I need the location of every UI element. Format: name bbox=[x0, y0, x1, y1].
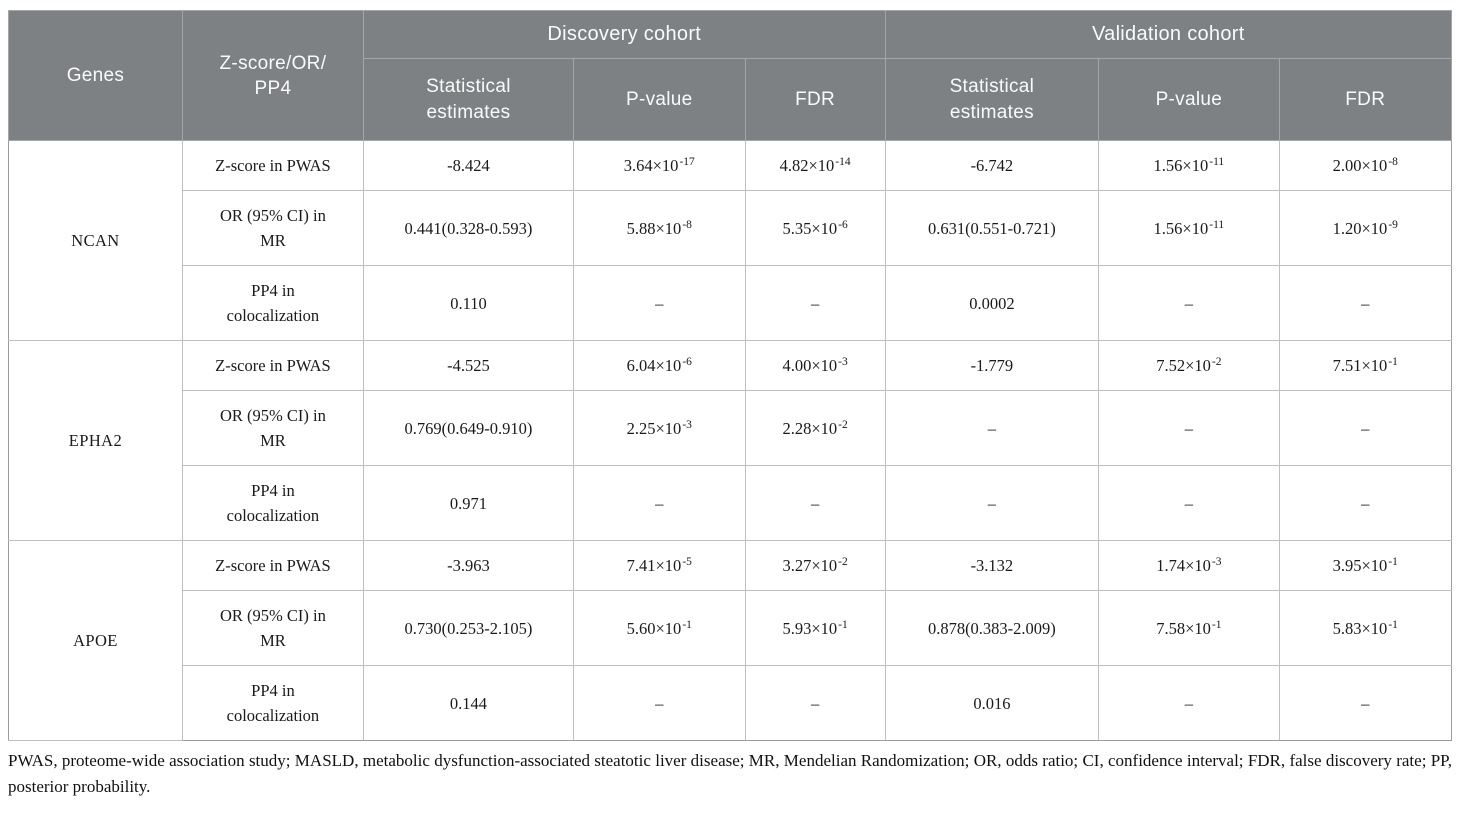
value-cell: 0.730(0.253-2.105) bbox=[362, 590, 574, 666]
value-cell: 0.110 bbox=[362, 265, 574, 341]
header-row-subcolumns: Statistical estimates P-value FDR Statis… bbox=[9, 58, 1453, 141]
value-cell: – bbox=[1278, 665, 1453, 741]
value-cell: 3.64×10-17 bbox=[572, 140, 746, 191]
table-body: NCAN Z-score in PWAS -8.424 3.64×10-17 4.82×… bbox=[8, 140, 1453, 741]
measure-label: Z-score in PWAS bbox=[181, 140, 364, 191]
value-cell: 7.51×10-1 bbox=[1278, 340, 1453, 391]
value-cell: 0.631(0.551-0.721) bbox=[884, 190, 1100, 266]
value-cell: 3.27×10-2 bbox=[744, 540, 886, 591]
value-cell: 0.769(0.649-0.910) bbox=[362, 390, 574, 466]
value-cell: – bbox=[572, 665, 746, 741]
table-row: PP4 in colocalization 0.110– –0.0002– – bbox=[9, 265, 1453, 341]
value-cell: – bbox=[1098, 265, 1280, 341]
value-cell: – bbox=[1278, 390, 1453, 466]
value-cell: 7.58×10-1 bbox=[1098, 590, 1280, 666]
value-cell: 2.00×10-8 bbox=[1278, 140, 1453, 191]
header-pvalue-discovery: P-value bbox=[572, 58, 746, 141]
value-cell: 5.83×10-1 bbox=[1278, 590, 1453, 666]
table-header: Genes Z-score/OR/ PP4 Discovery cohort V… bbox=[8, 10, 1453, 141]
value-cell: -8.424 bbox=[362, 140, 574, 191]
value-cell: – bbox=[1098, 390, 1280, 466]
value-cell: – bbox=[1278, 465, 1453, 541]
measure-label: PP4 in colocalization bbox=[181, 665, 364, 741]
value-cell: – bbox=[1278, 265, 1453, 341]
header-fdr-validation: FDR bbox=[1278, 58, 1453, 141]
value-cell: – bbox=[744, 465, 886, 541]
table-row: OR (95% CI) in MR 0.441(0.328-0.593) 5.88×… bbox=[9, 190, 1453, 266]
header-pvalue-validation: P-value bbox=[1098, 58, 1280, 141]
header-statistical-estimates-discovery: Statistical estimates bbox=[362, 58, 574, 141]
value-cell: – bbox=[884, 465, 1100, 541]
value-cell: 1.56×10-11 bbox=[1098, 190, 1280, 266]
value-cell: – bbox=[1098, 465, 1280, 541]
measure-label: Z-score in PWAS bbox=[181, 340, 364, 391]
value-cell: 4.00×10-3 bbox=[744, 340, 886, 391]
header-validation-cohort: Validation cohort bbox=[884, 10, 1453, 59]
value-cell: -4.525 bbox=[362, 340, 574, 391]
value-cell: -1.779 bbox=[884, 340, 1100, 391]
measure-label: OR (95% CI) in MR bbox=[181, 390, 364, 466]
value-cell: 0.878(0.383-2.009) bbox=[884, 590, 1100, 666]
value-cell: -3.963 bbox=[362, 540, 574, 591]
table-row: OR (95% CI) in MR 0.730(0.253-2.105) 5.60×… bbox=[9, 590, 1453, 666]
value-cell: 0.016 bbox=[884, 665, 1100, 741]
value-cell: -3.132 bbox=[884, 540, 1100, 591]
value-cell: – bbox=[1098, 665, 1280, 741]
table-row: PP4 in colocalization 0.971– – – – – bbox=[9, 465, 1453, 541]
header-measure: Z-score/OR/ PP4 bbox=[181, 10, 364, 141]
value-cell: 5.60×10-1 bbox=[572, 590, 746, 666]
value-cell: 0.441(0.328-0.593) bbox=[362, 190, 574, 266]
value-cell: 1.56×10-11 bbox=[1098, 140, 1280, 191]
table-row: EPHA2 Z-score in PWAS -4.525 6.04×10-6 4.00×… bbox=[8, 340, 1453, 541]
gene-name: EPHA2 bbox=[8, 340, 183, 541]
value-cell: – bbox=[572, 265, 746, 341]
header-genes: Genes bbox=[8, 10, 183, 141]
table-row: APOE Z-score in PWAS -3.963 7.41×10-5 3.27×1… bbox=[8, 540, 1453, 741]
value-cell: 7.52×10-2 bbox=[1098, 340, 1280, 391]
table-row: PP4 in colocalization 0.144– –0.016– – bbox=[9, 665, 1453, 741]
value-cell: 0.971 bbox=[362, 465, 574, 541]
header-fdr-discovery: FDR bbox=[744, 58, 886, 141]
value-cell: 2.28×10-2 bbox=[744, 390, 886, 466]
measure-label: PP4 in colocalization bbox=[181, 465, 364, 541]
value-cell: 3.95×10-1 bbox=[1278, 540, 1453, 591]
gene-name: APOE bbox=[8, 540, 183, 741]
value-cell: – bbox=[744, 265, 886, 341]
table-row: NCAN Z-score in PWAS -8.424 3.64×10-17 4.82×… bbox=[8, 140, 1453, 341]
value-cell: 1.20×10-9 bbox=[1278, 190, 1453, 266]
value-cell: 7.41×10-5 bbox=[572, 540, 746, 591]
value-cell: 2.25×10-3 bbox=[572, 390, 746, 466]
value-cell: 4.82×10-14 bbox=[744, 140, 886, 191]
results-table: Genes Z-score/OR/ PP4 Discovery cohort V… bbox=[8, 10, 1453, 741]
value-cell: 0.144 bbox=[362, 665, 574, 741]
value-cell: 0.0002 bbox=[884, 265, 1100, 341]
header-row-cohorts: Genes Z-score/OR/ PP4 Discovery cohort V… bbox=[8, 10, 1453, 141]
table-row: OR (95% CI) in MR 0.769(0.649-0.910) 2.25×… bbox=[9, 390, 1453, 466]
value-cell: – bbox=[884, 390, 1100, 466]
header-statistical-estimates-validation: Statistical estimates bbox=[884, 58, 1100, 141]
measure-label: OR (95% CI) in MR bbox=[181, 590, 364, 666]
header-discovery-cohort: Discovery cohort bbox=[362, 10, 886, 59]
value-cell: -6.742 bbox=[884, 140, 1100, 191]
value-cell: 6.04×10-6 bbox=[572, 340, 746, 391]
footnote: PWAS, proteome-wide association study; M… bbox=[8, 751, 1452, 796]
value-cell: 5.35×10-6 bbox=[744, 190, 886, 266]
gene-name: NCAN bbox=[8, 140, 183, 341]
measure-label: OR (95% CI) in MR bbox=[181, 190, 364, 266]
value-cell: 5.88×10-8 bbox=[572, 190, 746, 266]
value-cell: 5.93×10-1 bbox=[744, 590, 886, 666]
value-cell: – bbox=[744, 665, 886, 741]
value-cell: 1.74×10-3 bbox=[1098, 540, 1280, 591]
measure-label: Z-score in PWAS bbox=[181, 540, 364, 591]
measure-label: PP4 in colocalization bbox=[181, 265, 364, 341]
value-cell: – bbox=[572, 465, 746, 541]
